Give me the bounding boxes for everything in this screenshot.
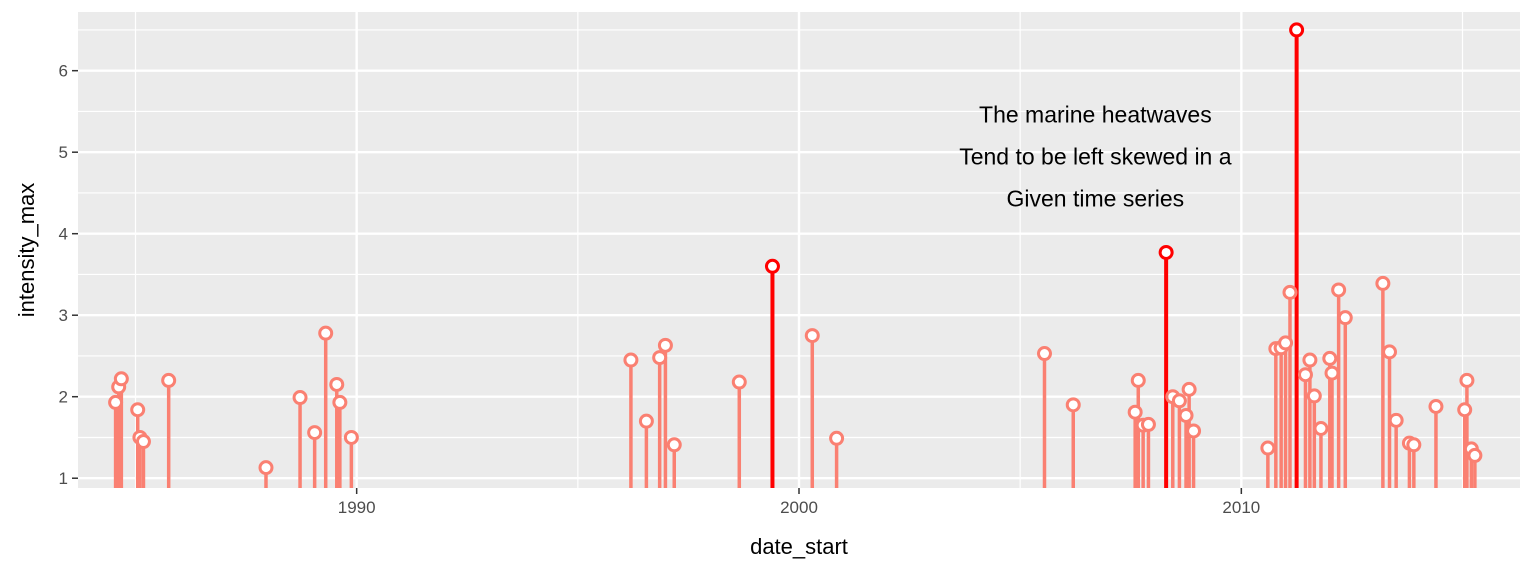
data-point	[652, 350, 668, 366]
highlight-point	[764, 258, 780, 274]
data-point	[657, 337, 673, 353]
data-point	[1130, 372, 1146, 388]
data-point	[1302, 352, 1318, 368]
data-point	[1375, 275, 1391, 291]
data-point	[1036, 346, 1052, 362]
annotation-line: Given time series	[1007, 185, 1185, 211]
annotation-line: Tend to be left skewed in a	[959, 143, 1232, 169]
data-point	[332, 394, 348, 410]
data-point	[1406, 437, 1422, 453]
data-point	[1260, 440, 1276, 456]
y-tick-label: 4	[59, 225, 68, 244]
y-axis-title: intensity_max	[14, 183, 39, 318]
data-point	[1181, 381, 1197, 397]
data-point	[1428, 398, 1444, 414]
data-point	[1388, 412, 1404, 428]
x-axis: 1990 2000 2010	[338, 488, 1260, 517]
y-tick-label: 6	[59, 62, 68, 81]
data-point	[108, 394, 124, 410]
data-point	[1382, 344, 1398, 360]
data-point	[1337, 310, 1353, 326]
x-tick-label: 1990	[338, 498, 376, 517]
data-point	[1313, 421, 1329, 436]
data-point	[161, 372, 177, 388]
data-point	[1306, 388, 1322, 404]
data-point	[1278, 335, 1294, 351]
data-point	[1186, 423, 1202, 439]
data-point	[1459, 372, 1475, 388]
data-point	[1324, 365, 1340, 381]
highlight-point	[1158, 244, 1174, 260]
data-point	[1457, 402, 1473, 418]
data-point	[829, 430, 845, 446]
y-tick-label: 3	[59, 306, 68, 325]
data-point	[343, 429, 359, 445]
data-point	[731, 374, 747, 390]
data-point	[804, 328, 820, 344]
x-tick-label: 2000	[780, 498, 818, 517]
data-point	[623, 352, 639, 368]
data-point	[135, 434, 151, 450]
data-point	[1467, 447, 1483, 463]
y-tick-label: 5	[59, 143, 68, 162]
data-point	[292, 390, 308, 406]
data-point	[258, 460, 274, 476]
highlight-point	[1289, 22, 1305, 38]
data-point	[307, 425, 323, 441]
major-gridlines	[78, 12, 1520, 488]
data-point	[1322, 350, 1338, 366]
y-axis: 1 2 3 4 5 6	[59, 62, 78, 488]
x-axis-title: date_start	[750, 534, 848, 559]
data-point	[638, 413, 654, 429]
data-point	[130, 402, 146, 418]
y-tick-label: 2	[59, 388, 68, 407]
data-point	[318, 325, 334, 341]
data-point	[1331, 282, 1347, 298]
data-point	[1297, 367, 1313, 383]
data-point	[1178, 407, 1194, 423]
data-point	[1171, 393, 1187, 409]
data-point	[1065, 397, 1081, 413]
data-point	[666, 437, 682, 453]
data-point	[329, 376, 345, 392]
data-point	[113, 371, 129, 387]
lollipop-points	[108, 22, 1483, 476]
y-tick-label: 1	[59, 469, 68, 488]
data-point	[1127, 404, 1143, 420]
data-point	[1140, 416, 1156, 432]
annotation-line: The marine heatwaves	[979, 101, 1212, 127]
data-point	[1282, 284, 1298, 300]
chart-annotation: The marine heatwaves Tend to be left skew…	[959, 101, 1232, 211]
x-tick-label: 2010	[1222, 498, 1260, 517]
